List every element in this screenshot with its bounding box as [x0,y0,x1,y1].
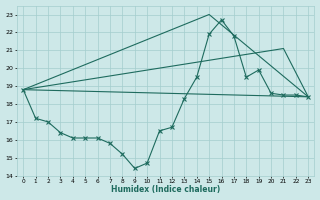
X-axis label: Humidex (Indice chaleur): Humidex (Indice chaleur) [111,185,220,194]
